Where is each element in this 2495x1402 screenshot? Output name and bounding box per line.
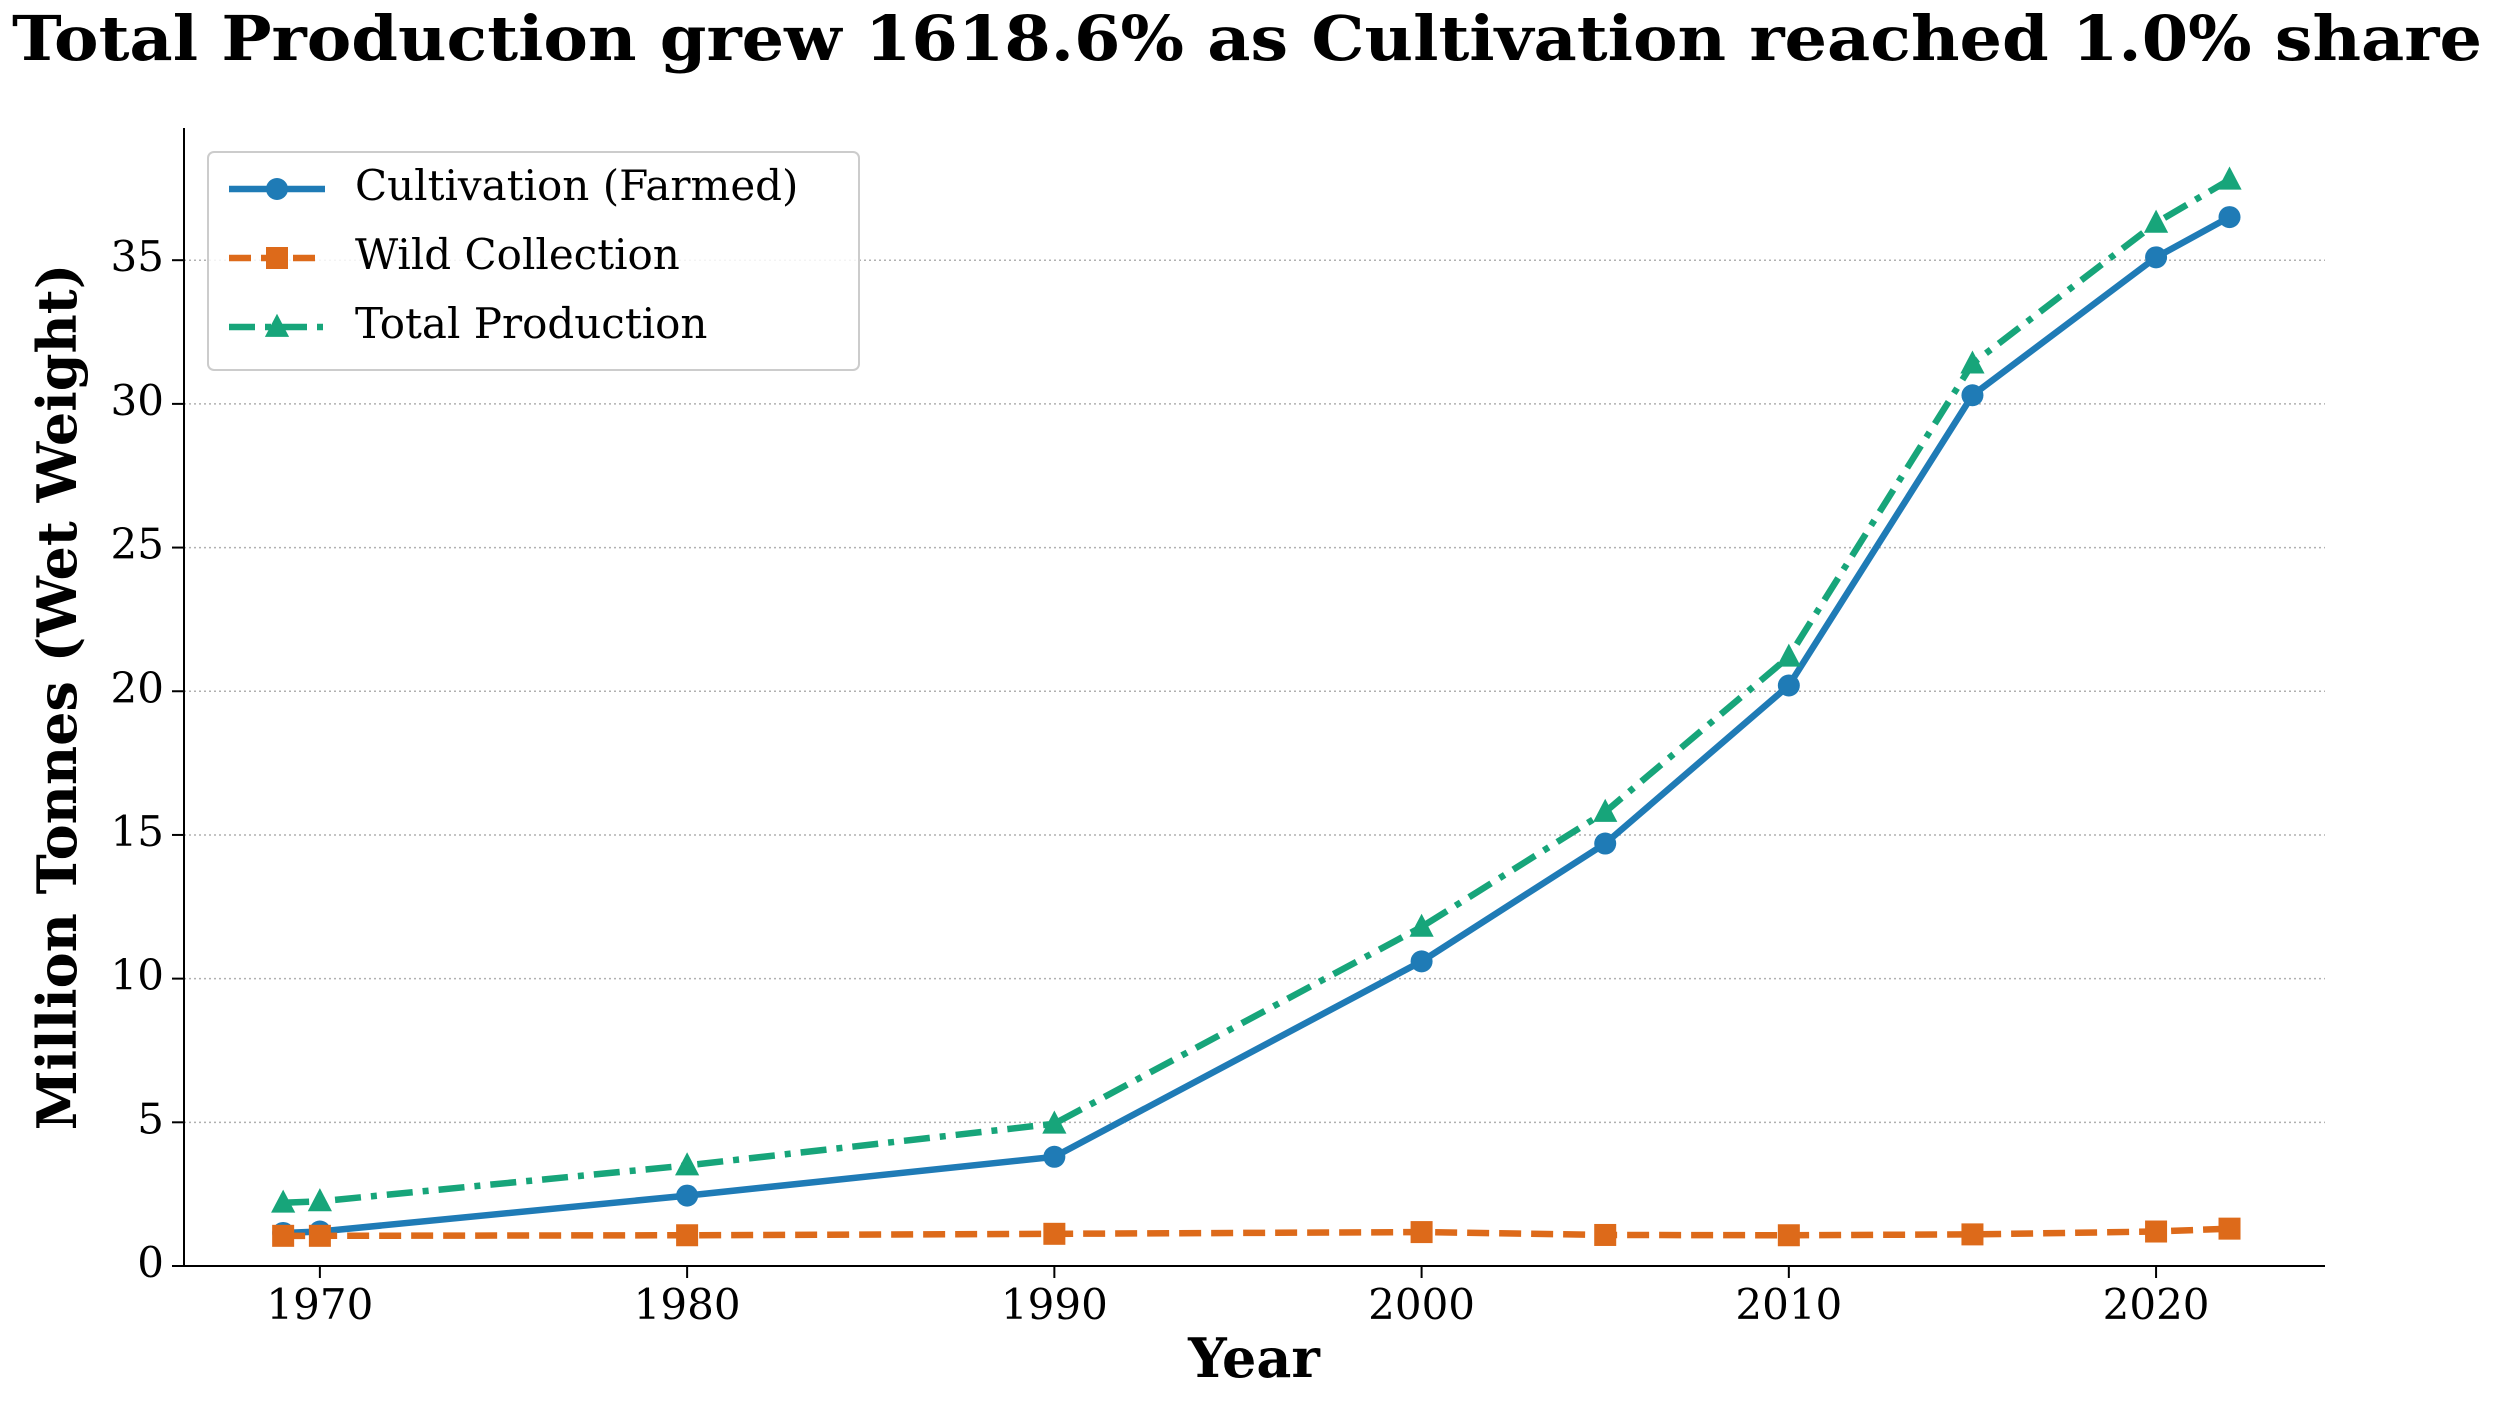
point — [2218, 1217, 2241, 1240]
y-tick-label: 0 — [137, 1238, 164, 1287]
point — [2218, 206, 2241, 229]
legend-box — [207, 151, 860, 371]
point — [1043, 1145, 1066, 1168]
y-tick-label: 10 — [111, 951, 164, 1000]
legend-label: Wild Collection — [355, 230, 680, 279]
legend-label: Total Production — [355, 299, 707, 348]
y-tick-label: 5 — [137, 1094, 164, 1143]
series-line — [283, 176, 2232, 1207]
point — [1776, 643, 1801, 667]
point — [2217, 166, 2242, 190]
chart-title: Total Production grew 1618.6% as Cultiva… — [12, 2, 2482, 75]
point — [1594, 832, 1617, 855]
legend-label: Cultivation (Farmed) — [355, 161, 798, 210]
point — [1043, 1222, 1066, 1245]
y-tick-label: 30 — [111, 376, 164, 425]
y-tick-label: 15 — [111, 807, 164, 856]
point — [2145, 246, 2168, 269]
point — [1042, 1110, 1067, 1134]
point — [1409, 913, 1434, 937]
legend-marker — [266, 178, 288, 200]
y-tick-label: 25 — [111, 520, 164, 569]
point — [307, 1188, 332, 1212]
y-tick-label: 20 — [111, 663, 164, 712]
point — [272, 1224, 295, 1247]
point — [2145, 1220, 2168, 1243]
x-tick-label: 1970 — [266, 1280, 373, 1329]
point — [1593, 798, 1618, 822]
series-line — [283, 214, 2232, 1237]
point — [1961, 384, 1984, 407]
x-tick-label: 2010 — [1735, 1280, 1842, 1329]
point — [1777, 674, 1800, 697]
point — [2143, 209, 2169, 233]
legend-marker — [264, 313, 290, 337]
series-line — [283, 1225, 2230, 1240]
point — [676, 1224, 699, 1247]
y-tick-label: 35 — [111, 232, 164, 281]
point — [308, 1224, 331, 1247]
point — [1410, 950, 1433, 973]
x-tick-label: 2000 — [1368, 1280, 1475, 1329]
point — [1961, 1223, 1984, 1246]
y-axis-label: Million Tonnes (Wet Weight) — [25, 264, 89, 1131]
point — [1594, 1223, 1617, 1246]
x-tick-label: 2020 — [2103, 1280, 2210, 1329]
x-tick-label: 1990 — [1001, 1280, 1108, 1329]
point — [1777, 1224, 1800, 1247]
x-axis-label: Year — [1187, 1326, 1320, 1390]
point — [1960, 350, 1985, 374]
legend-marker — [266, 247, 288, 269]
point — [676, 1184, 699, 1207]
point — [1410, 1221, 1433, 1244]
x-tick-label: 1980 — [634, 1280, 741, 1329]
point — [271, 1189, 296, 1213]
legend: Cultivation (Farmed) Wild Collection Total… — [207, 151, 860, 371]
point — [675, 1152, 700, 1176]
